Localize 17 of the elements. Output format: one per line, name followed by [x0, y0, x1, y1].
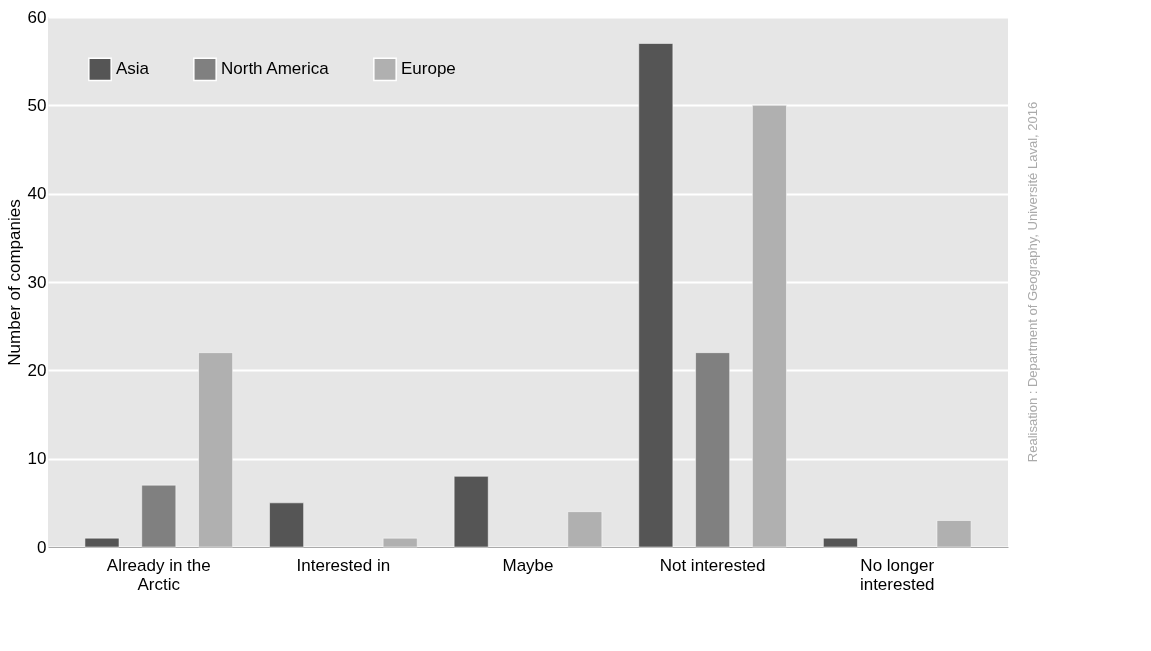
x-tick-label: Already in the Arctic — [106, 555, 211, 594]
text: Realisation : Department of Geography, Université Laval, 2016 — [1025, 101, 1040, 463]
y-tick-label: 10 — [27, 449, 47, 469]
x-tick-label: No longer interested — [859, 555, 935, 594]
y-tick-label: 30 — [27, 272, 47, 292]
x-tick-label: Not interested — [659, 555, 766, 575]
y-axis-title: Number of companies — [4, 199, 24, 366]
y-tick-label: 40 — [27, 184, 47, 204]
legend-label: North America — [221, 59, 330, 79]
y-tick-label: 20 — [27, 360, 47, 380]
legend-label: Europe — [401, 59, 456, 79]
x-tick-label: Maybe — [502, 555, 554, 575]
y-tick-label: 60 — [27, 7, 47, 27]
legend-label: Asia — [116, 59, 150, 79]
y-tick-label: 0 — [37, 537, 47, 557]
x-tick-label: Interested in — [296, 555, 391, 575]
y-tick-label: 50 — [27, 95, 47, 115]
